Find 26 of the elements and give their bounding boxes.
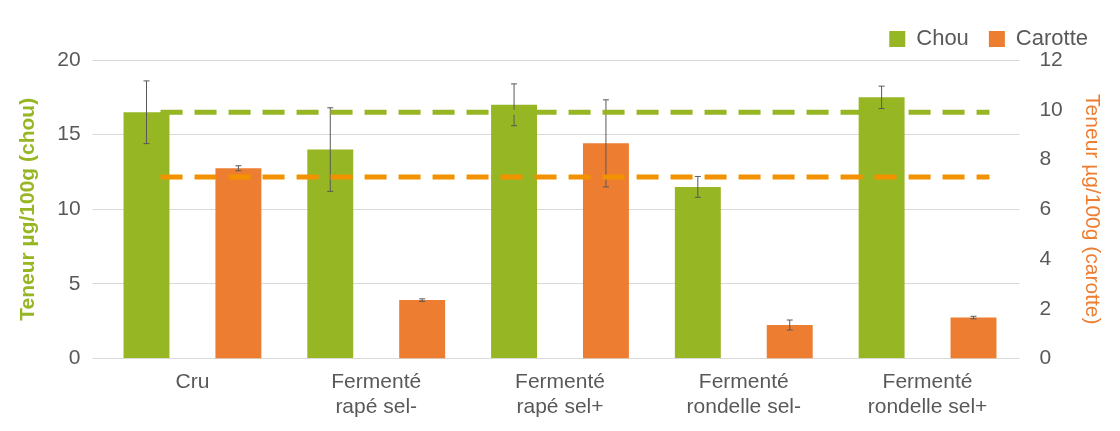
x-tick-label: Cru — [175, 369, 210, 392]
y2-tick-label: 4 — [1039, 245, 1052, 269]
x-tick-label: Fermenté rapé sel- — [331, 369, 422, 418]
y2-axis-title: Teneur µg/100g (carotte) — [1081, 94, 1105, 325]
bar — [674, 186, 721, 359]
x-tick-label: Fermenté rondelle sel+ — [867, 369, 988, 418]
y-tick-label: 10 — [57, 196, 81, 220]
y-axis-title: Teneur µg/100g (chou) — [15, 97, 39, 321]
bar — [399, 300, 446, 359]
y2-tick-label: 0 — [1039, 345, 1052, 369]
y2-tick-label: 10 — [1039, 96, 1063, 120]
bar — [766, 325, 813, 359]
legend-label: Chou — [916, 25, 969, 51]
y-tick-label: 15 — [57, 121, 81, 145]
bar — [950, 317, 997, 359]
y2-tick-label: 6 — [1039, 196, 1052, 220]
x-tick-label: Fermenté rapé sel+ — [515, 369, 605, 418]
y-tick-label: 20 — [57, 46, 81, 70]
x-tick-label: Fermenté rondelle sel- — [686, 369, 801, 418]
bar — [582, 143, 629, 359]
bar — [307, 149, 354, 359]
y-tick-label: 0 — [68, 345, 81, 369]
bar — [215, 168, 262, 359]
y2-tick-label: 8 — [1039, 146, 1052, 170]
y2-tick-label: 2 — [1039, 295, 1052, 319]
y-tick-label: 5 — [68, 270, 81, 294]
